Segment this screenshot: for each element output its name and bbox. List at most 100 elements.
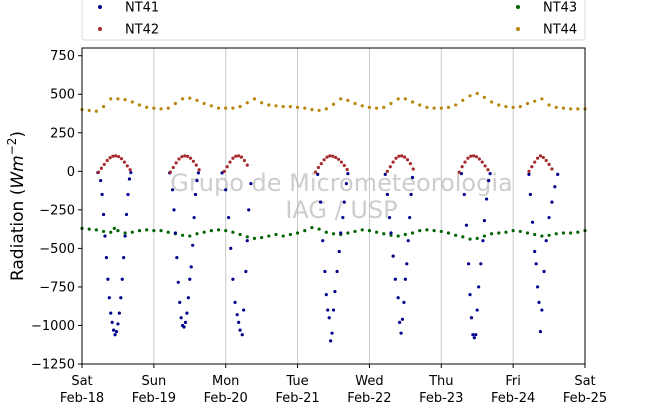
data-point [159,107,163,111]
x-tick-day: Sat [574,374,595,389]
data-point [313,170,318,174]
data-point [117,155,121,159]
data-point [87,227,91,231]
data-point [334,155,338,160]
y-axis-label-text: Radiation ( [8,189,28,281]
data-point [324,230,328,234]
data-point [468,237,472,241]
data-point [540,234,544,238]
data-point [547,162,551,166]
data-point [324,107,328,111]
data-point [391,160,395,164]
data-point [385,192,389,197]
data-point [240,333,244,337]
y-axis: −1250 −1000 −750 −500 −250 0 250 500 750 [31,49,82,373]
data-point [475,236,479,240]
data-point [367,229,372,233]
data-point [457,170,461,174]
data-point [411,167,415,171]
data-point [408,215,412,220]
legend-marker-nt42 [98,27,102,31]
data-point [525,231,530,235]
data-point [109,97,113,101]
data-point [310,225,314,230]
data-point [249,182,253,186]
data-point [108,156,112,160]
data-point [159,229,163,233]
data-point [418,103,422,107]
data-point [480,160,484,164]
data-point [317,227,321,231]
data-point [303,106,307,110]
data-point [409,192,413,197]
data-point [237,320,241,324]
data-point [425,105,429,109]
data-point [310,108,314,112]
y-tick-label: 0 [67,165,75,180]
data-point [107,296,111,300]
data-point [339,160,343,164]
data-point [177,157,181,161]
data-point [488,172,492,176]
data-point [576,230,580,234]
data-point [194,163,198,167]
data-point [295,231,300,235]
data-point [186,296,190,300]
data-point [176,280,180,284]
y-tick-label: −500 [39,242,75,257]
data-point [238,328,242,332]
data-point [482,95,486,99]
data-point [105,158,109,163]
data-point [252,97,257,101]
data-point [186,154,190,158]
data-point [469,154,473,158]
data-point [182,325,186,329]
data-point [260,236,264,240]
data-point [331,232,336,236]
x-tick-day: Thu [428,374,453,389]
data-point [534,262,538,266]
data-point [168,170,172,174]
data-point [535,156,540,160]
data-point [100,192,104,197]
data-point [247,208,251,212]
data-point [281,234,285,238]
data-point [482,219,486,223]
data-point [209,229,213,233]
data-point [342,200,346,204]
data-point [331,308,336,312]
data-point [481,239,485,243]
data-point [216,228,221,232]
data-point [403,232,407,237]
y-axis-label-close: ) [8,131,28,138]
data-point [170,188,175,192]
data-point [533,99,537,103]
data-point [410,231,415,235]
data-point [397,154,401,158]
data-point [396,296,400,300]
data-point [242,158,246,163]
data-point [528,192,532,197]
data-point [238,232,242,237]
data-point [393,277,397,281]
data-point [335,269,339,274]
data-point [353,229,357,234]
data-point [375,230,379,234]
data-point [337,249,341,254]
data-point [439,106,443,110]
data-point [237,154,241,158]
data-point [197,168,201,172]
x-tick-day: Mon [212,374,239,389]
data-point [535,285,540,289]
data-point [547,103,551,107]
data-point [330,331,334,335]
data-point [295,105,300,109]
data-point [556,172,560,176]
data-point [487,178,491,183]
data-point [466,156,470,160]
data-point [166,230,170,234]
y-tick-label: 250 [50,126,75,141]
x-tick-day: Tue [285,374,308,389]
series-layer [80,91,587,343]
y-axis-label: Radiation (Wm−2) [5,131,28,281]
